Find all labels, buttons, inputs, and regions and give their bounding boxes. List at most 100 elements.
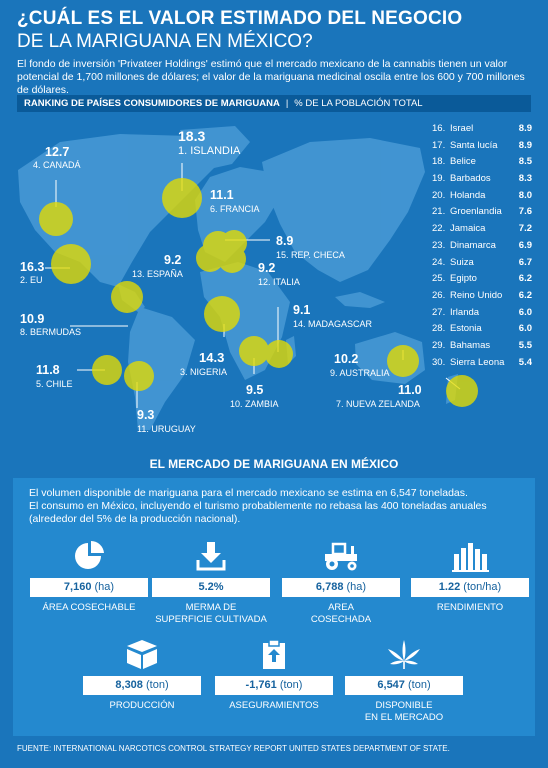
ranking-header: RANKING DE PAÍSES CONSUMIDORES DE MARIGU… xyxy=(17,95,531,112)
ranking-country: Israel xyxy=(450,123,474,134)
value-uruguay: 9.3 xyxy=(137,408,155,422)
box-icon xyxy=(127,640,157,669)
ranking-country: Suiza xyxy=(450,256,474,268)
ranking-country: Estonia xyxy=(450,323,482,335)
ranking-row: 19. Barbados 8.3 xyxy=(432,173,532,190)
bubble-nigeria xyxy=(204,296,240,332)
ranking-list: 16. Israel 8.9 17. Santa lucía 8.9 18. Belice 8.… xyxy=(432,123,532,373)
stat-box: -1,761 (ton) xyxy=(215,676,333,695)
ranking-number: 22. xyxy=(432,223,446,235)
rank-islandia: 1. xyxy=(178,145,188,157)
intro-text: El fondo de inversión 'Privateer Holding… xyxy=(17,58,525,96)
stat-produccion: 8,308 (ton) PRODUCCIÓN xyxy=(77,638,207,712)
ranking-row: 24. Suiza 6.7 xyxy=(432,257,532,274)
ranking-row: 30. Sierra Leona 5.4 xyxy=(432,357,532,374)
download-icon xyxy=(196,542,226,571)
value-nueva-zelanda: 11.0 xyxy=(398,383,422,397)
ranking-number: 18. xyxy=(432,156,446,168)
stat-value: 8,308 xyxy=(115,679,143,691)
stat-unit: (ton) xyxy=(145,679,169,691)
stat-area-cosechada: 6,788 (ha) AREA COSECHADA xyxy=(276,540,406,626)
ranking-row: 17. Santa lucía 8.9 xyxy=(432,140,532,157)
label-francia: 6. FRANCIA xyxy=(210,204,260,214)
name-zambia: ZAMBIA xyxy=(245,399,279,409)
ranking-number: 16. xyxy=(432,123,446,134)
stat-value: 6,788 xyxy=(315,581,344,593)
rank-madagascar: 14. xyxy=(293,319,306,329)
ranking-number: 27. xyxy=(432,306,446,318)
value-espana: 9.2 xyxy=(164,253,182,267)
value-nigeria: 14.3 xyxy=(199,350,225,365)
bubble-uruguay xyxy=(124,361,154,391)
ranking-row: 20. Holanda 8.0 xyxy=(432,190,532,207)
ranking-value: 5.5 xyxy=(518,339,532,351)
bubble-islandia xyxy=(162,178,202,218)
market-text-line2: El consumo en México, incluyendo el turi… xyxy=(29,500,487,512)
ranking-value: 8.0 xyxy=(518,189,532,201)
ranking-subtitle: % DE LA POBLACIÓN TOTAL xyxy=(294,98,423,109)
value-chile: 11.8 xyxy=(36,363,60,377)
value-rep-checa: 8.9 xyxy=(276,234,294,248)
rank-rep-checa: 15. xyxy=(276,250,289,260)
stat-unit: (ton) xyxy=(279,679,303,691)
ranking-country: Holanda xyxy=(450,189,486,201)
stat-box: 8,308 (ton) xyxy=(83,676,201,695)
stat-box: 6,788 (ha) xyxy=(282,578,400,597)
stat-box: 7,160 (ha) xyxy=(30,578,148,597)
ranking-number: 17. xyxy=(432,139,446,151)
ranking-row: 22. Jamaica 7.2 xyxy=(432,223,532,240)
stat-aseguramientos: -1,761 (ton) ASEGURAMIENTOS xyxy=(209,638,339,712)
ranking-row: 23. Dinamarca 6.9 xyxy=(432,240,532,257)
bubble-espana xyxy=(196,244,224,272)
label-zambia: 10. ZAMBIA xyxy=(230,399,279,409)
stat-label: PRODUCCIÓN xyxy=(109,700,175,711)
stat-value: 5.2% xyxy=(198,581,224,593)
label-italia: 12. ITALIA xyxy=(258,277,300,287)
stat-value: 6,547 xyxy=(377,679,405,691)
stat-label: RENDIMIENTO xyxy=(436,602,504,613)
value-eu: 16.3 xyxy=(20,260,45,274)
label-nueva-zelanda: 7. NUEVA ZELANDA xyxy=(336,399,420,409)
stat-label: MERMA DE xyxy=(185,602,237,613)
bubble-chile xyxy=(92,355,122,385)
ranking-country: Belice xyxy=(450,156,476,168)
stat-area-cosechable: 7,160 (ha) ÁREA COSECHABLE xyxy=(24,540,154,614)
stat-label-2: EN EL MERCADO xyxy=(364,712,444,723)
stat-box: 5.2% xyxy=(152,578,270,597)
rank-canada: 4. xyxy=(33,160,41,170)
ranking-value: 7.2 xyxy=(518,223,532,235)
ranking-number: 28. xyxy=(432,323,446,335)
pie-chart-icon xyxy=(75,540,104,569)
bubble-eu xyxy=(51,244,91,284)
rank-nueva-zelanda: 7. xyxy=(336,399,344,409)
stat-merma: 5.2% MERMA DE SUPERFICIE CULTIVADA xyxy=(146,540,276,626)
stat-unit: (ton/ha) xyxy=(463,581,502,593)
ranking-row: 27. Irlanda 6.0 xyxy=(432,307,532,324)
ranking-number: 23. xyxy=(432,239,446,251)
name-bermudas: BERMUDAS xyxy=(30,327,82,337)
ranking-country: Egipto xyxy=(450,273,477,285)
stat-value: 1.22 xyxy=(438,581,461,593)
ranking-country: Jamaica xyxy=(450,223,486,235)
cannabis-leaf-icon xyxy=(388,640,420,669)
label-canada: 4. CANADÁ xyxy=(33,160,81,170)
market-text-line1: El volumen disponible de mariguana para … xyxy=(29,487,468,499)
ranking-value: 7.6 xyxy=(518,206,532,218)
ranking-separator: | xyxy=(285,98,289,109)
ranking-row: 25. Egipto 6.2 xyxy=(432,273,532,290)
rank-italia: 12. xyxy=(258,277,271,287)
ranking-number: 25. xyxy=(432,273,446,285)
name-canada: CANADÁ xyxy=(43,160,81,170)
rank-espana: 13. xyxy=(132,269,145,279)
stat-label: ÁREA COSECHABLE xyxy=(42,602,136,613)
stat-unit: (ha) xyxy=(94,581,115,593)
country-bubbles xyxy=(39,178,478,407)
ranking-number: 20. xyxy=(432,189,446,201)
value-canada: 12.7 xyxy=(45,145,70,159)
stat-box: 6,547 (ton) xyxy=(345,676,463,695)
rank-zambia: 10. xyxy=(230,399,243,409)
ranking-country: Groenlandia xyxy=(450,206,502,218)
ranking-country: Dinamarca xyxy=(450,239,496,251)
ranking-value: 8.5 xyxy=(518,156,532,168)
ranking-number: 30. xyxy=(432,356,446,368)
